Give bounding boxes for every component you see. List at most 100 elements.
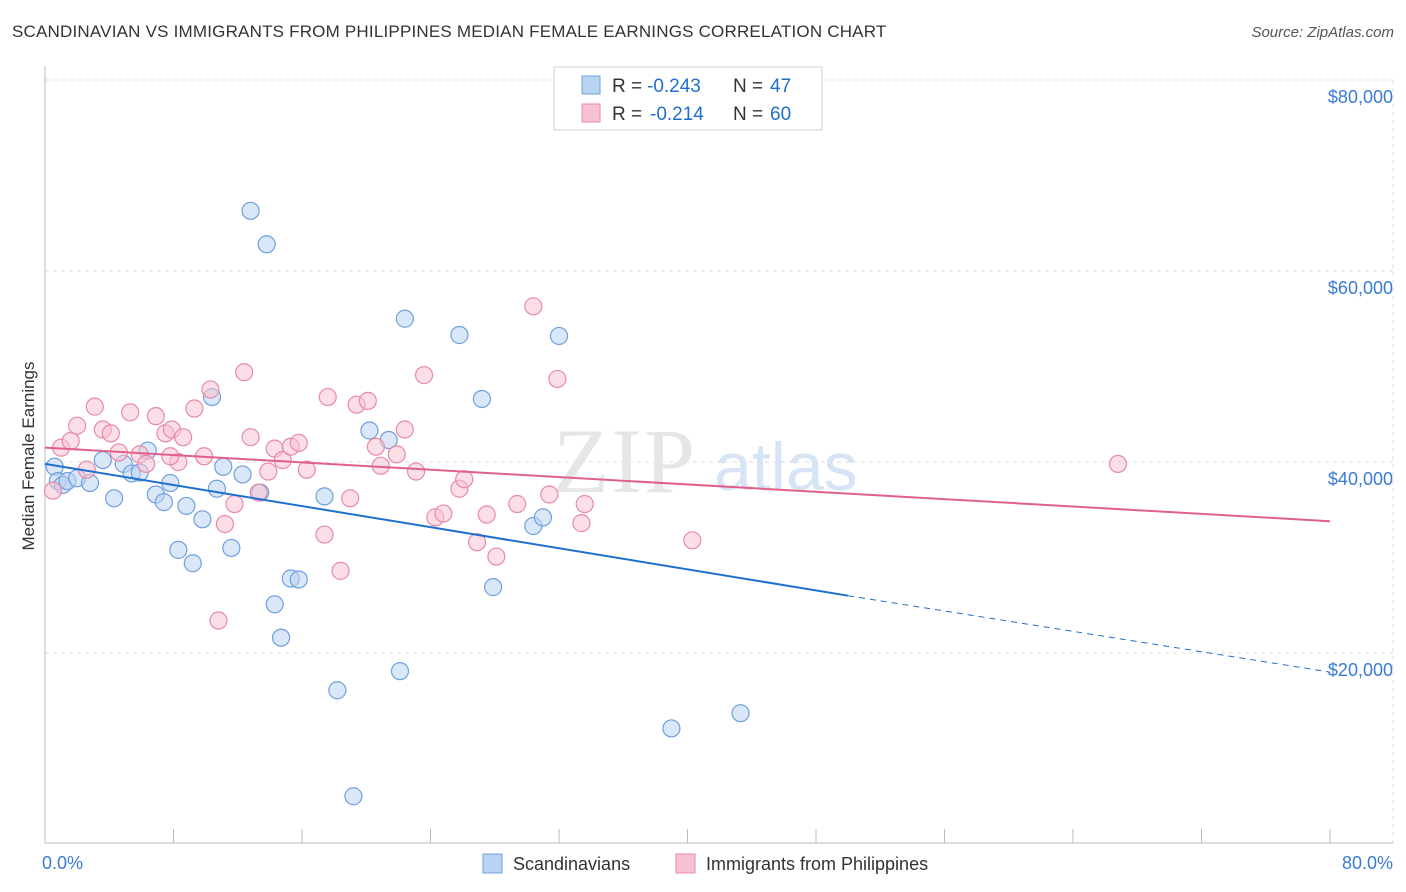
chart-source: Source: ZipAtlas.com <box>1251 24 1394 41</box>
data-point-scandinavians <box>265 595 284 614</box>
data-point-scandinavians <box>233 465 252 484</box>
data-point-scandinavians <box>662 719 681 738</box>
data-point-scandinavians <box>241 201 260 220</box>
data-point-scandinavians <box>731 704 750 723</box>
data-point-scandinavians <box>549 326 569 346</box>
data-point-philippines <box>548 369 567 389</box>
data-point-philippines <box>395 420 414 439</box>
x-tick-label: 80.0% <box>1342 853 1393 873</box>
data-point-scandinavians <box>484 578 503 597</box>
data-point-scandinavians <box>154 493 173 512</box>
data-point-scandinavians <box>104 489 124 508</box>
data-point-philippines <box>683 531 702 550</box>
watermark: ZIP atlas <box>553 410 858 512</box>
stats-n-label-blue: N = <box>733 76 763 97</box>
data-point-scandinavians <box>207 479 226 498</box>
data-point-philippines <box>161 447 180 466</box>
data-point-scandinavians <box>222 538 241 558</box>
trend-line-scandinavians <box>44 462 849 597</box>
data-point-philippines <box>43 481 63 500</box>
stats-n-value-pink: 60 <box>770 104 791 125</box>
data-point-scandinavians <box>214 457 233 476</box>
axes <box>44 66 1393 844</box>
chart-title: SCANDINAVIAN VS IMMIGRANTS FROM PHILIPPI… <box>12 22 887 41</box>
y-axis-title: Median Female Earnings <box>19 362 38 551</box>
stats-r-label-pink: R = <box>612 104 642 125</box>
stats-r-value-blue: -0.243 <box>647 76 701 97</box>
data-point-philippines <box>241 428 260 447</box>
y-tick-label: $40,000 <box>1328 469 1393 489</box>
data-point-scandinavians <box>257 235 276 254</box>
stats-n-value-blue: 47 <box>770 76 791 97</box>
data-point-scandinavians <box>193 510 212 529</box>
series-legend: Scandinavians Immigrants from Philippine… <box>482 853 928 874</box>
data-point-philippines <box>215 514 234 534</box>
data-point-philippines <box>185 399 204 418</box>
legend-label-scandinavians: Scandinavians <box>513 854 630 874</box>
data-point-philippines <box>434 504 453 523</box>
trend-line-scandinavians-extension <box>848 595 1331 673</box>
data-point-scandinavians <box>360 421 379 440</box>
data-point-scandinavians <box>450 325 469 345</box>
data-point-philippines <box>1108 454 1128 474</box>
data-point-philippines <box>209 611 228 630</box>
data-point-philippines <box>146 407 165 426</box>
data-point-philippines <box>575 494 594 514</box>
data-point-scandinavians <box>395 309 414 328</box>
stats-n-label-pink: N = <box>733 104 763 125</box>
stats-swatch-pink <box>581 103 601 123</box>
data-point-scandinavians <box>344 787 363 806</box>
data-point-scandinavians <box>328 681 347 700</box>
data-point-philippines <box>487 547 506 566</box>
data-point-philippines <box>85 397 104 416</box>
data-point-philippines <box>121 403 140 422</box>
legend-swatch-philippines <box>675 853 696 874</box>
data-point-philippines <box>235 363 254 382</box>
data-point-scandinavians <box>390 662 410 681</box>
data-point-philippines <box>289 433 308 452</box>
data-points <box>43 201 1128 806</box>
data-point-philippines <box>225 494 244 514</box>
data-point-scandinavians <box>533 508 553 527</box>
data-point-philippines <box>315 525 334 544</box>
data-point-scandinavians <box>472 389 491 409</box>
stats-r-label-blue: R = <box>612 76 642 97</box>
data-point-philippines <box>201 380 220 399</box>
data-point-philippines <box>297 460 316 479</box>
y-tick-label: $60,000 <box>1328 278 1393 298</box>
data-point-scandinavians <box>289 570 308 589</box>
stats-r-value-pink: -0.214 <box>650 104 704 125</box>
data-point-philippines <box>358 391 377 410</box>
data-point-scandinavians <box>169 540 188 559</box>
data-point-philippines <box>455 470 474 489</box>
data-point-philippines <box>137 454 156 474</box>
data-point-philippines <box>477 505 496 524</box>
data-point-philippines <box>508 494 527 514</box>
y-tick-label: $20,000 <box>1328 660 1393 680</box>
stats-legend: R = -0.243 N = 47 R = -0.214 N = 60 <box>553 66 823 131</box>
data-point-philippines <box>414 365 434 385</box>
data-point-philippines <box>259 462 278 481</box>
legend-swatch-scandinavians <box>482 853 503 874</box>
data-point-philippines <box>572 514 591 533</box>
data-point-philippines <box>249 483 268 502</box>
data-point-scandinavians <box>93 450 112 470</box>
data-point-philippines <box>68 416 87 435</box>
stats-swatch-blue <box>581 75 601 95</box>
data-point-philippines <box>406 462 426 481</box>
data-point-scandinavians <box>183 554 202 573</box>
data-point-philippines <box>387 445 406 464</box>
data-point-philippines <box>318 387 337 407</box>
tick-labels: $20,000 $40,000 $60,000 $80,000 0.0% 80.0% <box>42 87 1393 873</box>
data-point-philippines <box>524 297 543 316</box>
trend-line-philippines <box>44 446 1331 523</box>
data-point-philippines <box>101 424 120 443</box>
trend-lines <box>44 446 1331 673</box>
data-point-philippines <box>540 485 559 504</box>
data-point-philippines <box>366 437 385 456</box>
data-point-philippines <box>341 489 360 508</box>
y-tick-label: $80,000 <box>1328 87 1393 107</box>
data-point-philippines <box>174 428 193 447</box>
data-point-scandinavians <box>177 496 196 516</box>
